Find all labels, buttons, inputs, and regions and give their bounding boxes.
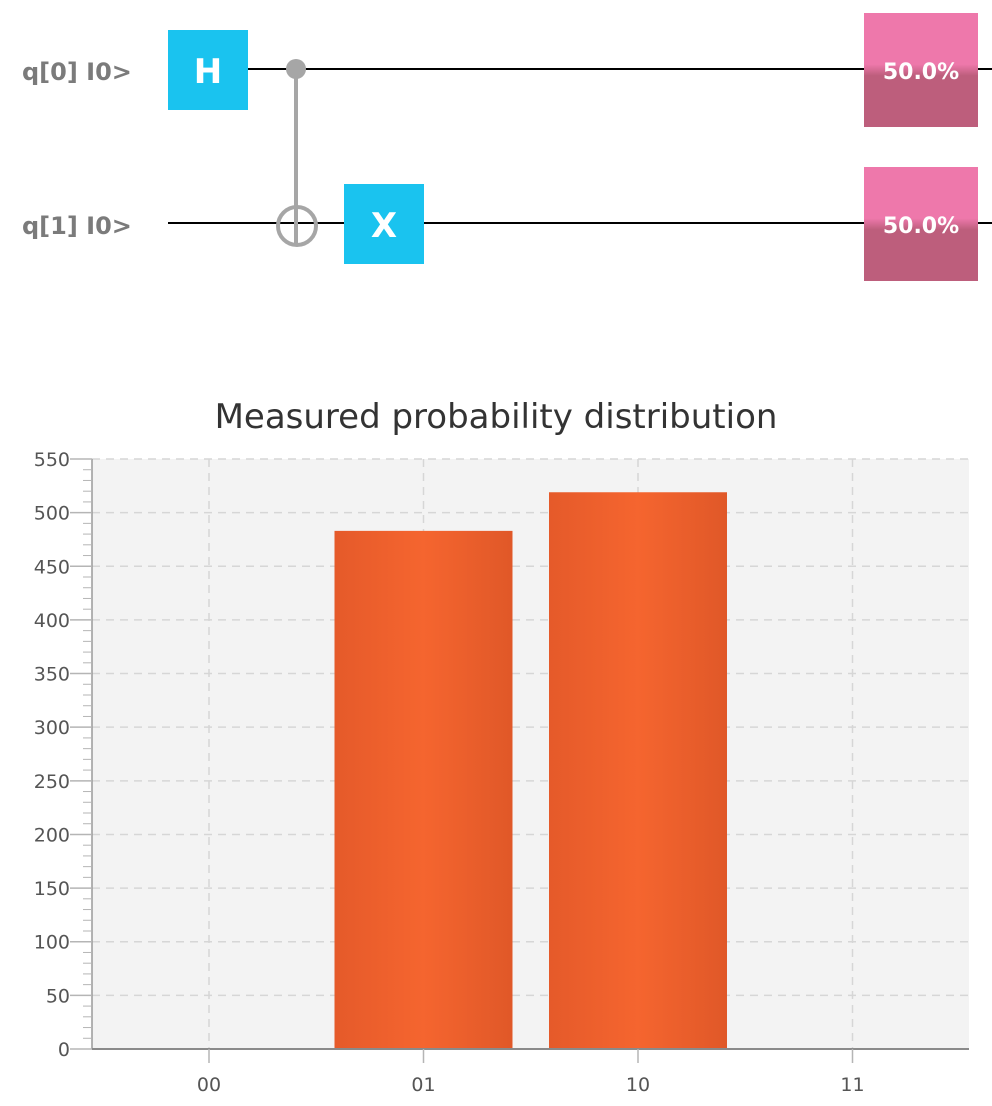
y-tick-label: 100	[34, 932, 70, 954]
bar-10	[549, 492, 727, 1050]
h-gate[interactable]: H	[168, 30, 248, 110]
y-tick-label: 400	[34, 610, 70, 632]
bars	[334, 492, 727, 1050]
y-tick-label: 350	[34, 664, 70, 686]
y-tick-label: 450	[34, 556, 70, 578]
cnot-gate[interactable]	[276, 59, 318, 247]
quantum-circuit: q[0] I0> q[1] I0> H X 50.0% 50.0%	[22, 13, 992, 281]
chart-title: Measured probability distribution	[215, 397, 778, 437]
plot-area	[92, 459, 969, 1049]
measurement-q1-value: 50.0%	[883, 214, 959, 239]
x-tick-label-01: 01	[411, 1074, 435, 1096]
x-tick-label-00: 00	[197, 1074, 221, 1096]
y-tick-label: 550	[34, 449, 70, 471]
axes: 0 50 100 150 200 250 300 350 400 450 500 550 00 01 10 1…	[34, 449, 969, 1096]
x-tick-label-10: 10	[626, 1074, 650, 1096]
qubit-0-label: q[0] I0>	[22, 58, 132, 86]
y-tick-label: 500	[34, 503, 70, 525]
h-gate-label: H	[194, 52, 222, 92]
y-tick-label: 150	[34, 878, 70, 900]
probability-chart: Measured probability distribution 050100…	[34, 397, 969, 1096]
y-tick-label: 250	[34, 771, 70, 793]
qubit-1-label: q[1] I0>	[22, 212, 132, 240]
y-tick-label: 50	[46, 985, 70, 1007]
x-gate-label: X	[371, 206, 397, 246]
measurement-q0-value: 50.0%	[883, 60, 959, 85]
x-tick-label-11: 11	[840, 1074, 864, 1096]
measurement-q1[interactable]: 50.0%	[864, 167, 978, 281]
measurement-q0[interactable]: 50.0%	[864, 13, 978, 127]
y-tick-label: 300	[34, 717, 70, 739]
x-gate[interactable]: X	[344, 184, 424, 264]
y-tick-label: 200	[34, 824, 70, 846]
cnot-control-dot	[286, 59, 306, 79]
bar-01	[334, 530, 513, 1049]
cnot-target-icon	[276, 205, 318, 247]
y-tick-label: 0	[58, 1039, 70, 1061]
